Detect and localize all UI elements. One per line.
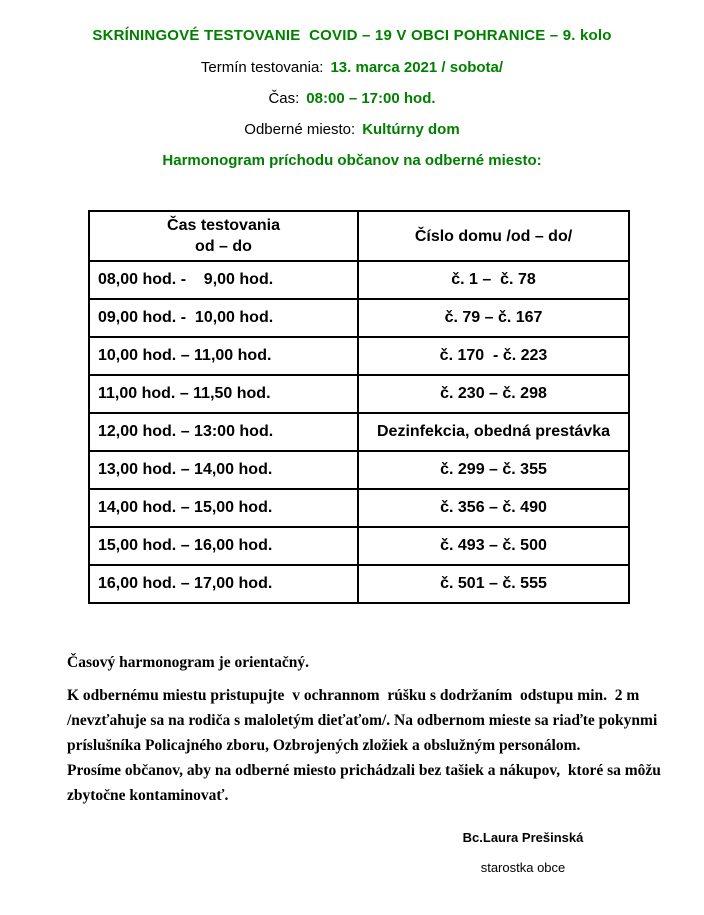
schedule-table: Čas testovania od – do Číslo domu /od – d… [88, 210, 630, 604]
testing-date-label: Termín testovania: [200, 59, 324, 76]
table-row: 11,00 hod. – 11,50 hod. č. 230 – č. 298 [88, 374, 630, 414]
testing-time-line: Čas: 08:00 – 17:00 hod. [0, 90, 704, 107]
house-range-cell: č. 230 – č. 298 [357, 374, 630, 414]
table-row: 08,00 hod. - 9,00 hod. č. 1 – č. 78 [88, 260, 630, 300]
note-instructions-line2: /nevzťahuje sa na rodiča s maloletým die… [67, 712, 658, 729]
testing-place-line: Odberné miesto: Kultúrny dom [0, 121, 704, 138]
table-row: 10,00 hod. – 11,00 hod. č. 170 - č. 223 [88, 336, 630, 376]
note-no-bags-line2: zbytočne kontaminovať. [67, 787, 229, 804]
table-header-row: Čas testovania od – do Číslo domu /od – d… [88, 210, 630, 262]
schedule-subtitle: Harmonogram príchodu občanov na odberné … [162, 152, 542, 169]
time-slot-cell: 09,00 hod. - 10,00 hod. [88, 298, 359, 338]
time-slot-cell: 16,00 hod. – 17,00 hod. [88, 564, 359, 604]
testing-date-line: Termín testovania: 13. marca 2021 / sobot… [0, 59, 704, 76]
table-row: 13,00 hod. – 14,00 hod. č. 299 – č. 355 [88, 450, 630, 490]
house-range-cell: č. 501 – č. 555 [357, 564, 630, 604]
house-range-cell: č. 493 – č. 500 [357, 526, 630, 566]
note-no-bags-line1: Prosíme občanov, aby na odberné miesto p… [67, 762, 661, 779]
break-cell: Dezinfekcia, obedná prestávka [357, 412, 630, 452]
house-range-cell: č. 1 – č. 78 [357, 260, 630, 300]
testing-place-value: Kultúrny dom [362, 121, 460, 138]
column-header-houses: Číslo domu /od – do/ [357, 210, 630, 262]
note-instructions-line3: príslušníka Policajného zboru, Ozbrojený… [67, 737, 581, 754]
table-row: 12,00 hod. – 13:00 hod. Dezinfekcia, obe… [88, 412, 630, 452]
testing-place-label: Odberné miesto: [244, 121, 356, 138]
note-instructions-line1: K odbernému miestu pristupujte v ochrann… [67, 687, 640, 704]
time-slot-cell: 10,00 hod. – 11,00 hod. [88, 336, 359, 376]
column-header-time: Čas testovania od – do [88, 210, 359, 262]
table-row: 14,00 hod. – 15,00 hod. č. 356 – č. 490 [88, 488, 630, 528]
house-range-cell: č. 170 - č. 223 [357, 336, 630, 376]
house-range-cell: č. 79 – č. 167 [357, 298, 630, 338]
house-range-cell: č. 356 – č. 490 [357, 488, 630, 528]
time-slot-cell: 13,00 hod. – 14,00 hod. [88, 450, 359, 490]
testing-date-value: 13. marca 2021 / sobota/ [330, 59, 504, 76]
house-range-cell: č. 299 – č. 355 [357, 450, 630, 490]
note-orientation: Časový harmonogram je orientačný. [67, 654, 309, 671]
table-row: 16,00 hod. – 17,00 hod. č. 501 – č. 555 [88, 564, 630, 604]
note-no-bags: Prosíme občanov, aby na odberné miesto p… [67, 758, 673, 808]
table-row: 15,00 hod. – 16,00 hod. č. 493 – č. 500 [88, 526, 630, 566]
signature-name: Bc.Laura Prešinská [462, 830, 584, 845]
time-slot-cell: 14,00 hod. – 15,00 hod. [88, 488, 359, 528]
time-slot-cell: 12,00 hod. – 13:00 hod. [88, 412, 359, 452]
signature-role: starostka obce [480, 860, 566, 875]
table-row: 09,00 hod. - 10,00 hod. č. 79 – č. 167 [88, 298, 630, 338]
time-slot-cell: 15,00 hod. – 16,00 hod. [88, 526, 359, 566]
testing-time-label: Čas: [268, 90, 300, 107]
time-slot-cell: 08,00 hod. - 9,00 hod. [88, 260, 359, 300]
note-instructions: K odbernému miestu pristupujte v ochrann… [67, 683, 673, 758]
document-title: SKRÍNINGOVÉ TESTOVANIE COVID – 19 V OBCI… [92, 27, 612, 44]
testing-time-value: 08:00 – 17:00 hod. [306, 90, 436, 107]
time-slot-cell: 11,00 hod. – 11,50 hod. [88, 374, 359, 414]
